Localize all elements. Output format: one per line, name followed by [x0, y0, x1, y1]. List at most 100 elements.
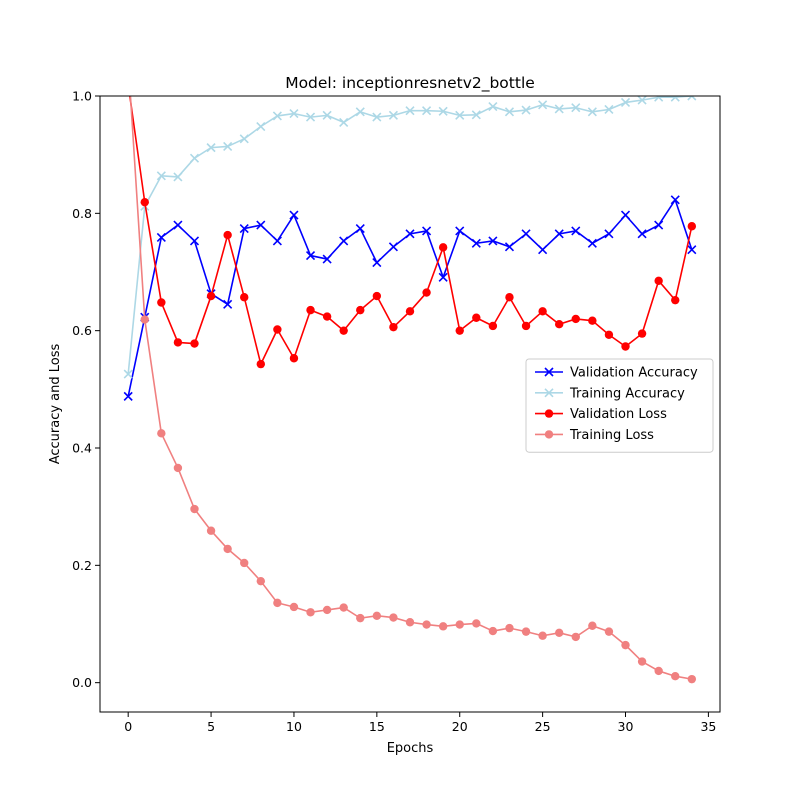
- validation-accuracy-point: [305, 251, 316, 261]
- training-accuracy-point: [355, 107, 365, 117]
- training-loss-point: [339, 603, 348, 612]
- legend-swatch-marker: [544, 430, 554, 439]
- training-accuracy-point: [388, 110, 398, 120]
- validation-loss-series: [129, 96, 697, 369]
- validation-accuracy-point: [223, 299, 233, 309]
- validation-loss-point: [339, 326, 348, 335]
- y-tick-label: 0.6: [72, 323, 92, 338]
- validation-loss-point: [173, 338, 183, 347]
- training-loss-point: [140, 315, 149, 324]
- validation-loss-point: [389, 322, 398, 332]
- training-accuracy-point: [571, 103, 581, 113]
- validation-loss-point: [256, 359, 266, 369]
- validation-accuracy-point: [571, 226, 581, 236]
- validation-accuracy-point: [554, 229, 564, 239]
- training-accuracy-point: [620, 97, 631, 108]
- validation-accuracy-point: [256, 220, 266, 230]
- training-accuracy-point: [554, 104, 564, 114]
- validation-accuracy-point: [471, 238, 481, 248]
- training-accuracy-point: [123, 369, 133, 379]
- training-accuracy-point: [305, 112, 316, 122]
- x-tick-label: 25: [535, 719, 551, 734]
- training-loss-point: [190, 504, 199, 514]
- training-accuracy-point: [339, 117, 349, 127]
- training-accuracy-point: [471, 110, 481, 120]
- ticks-layer: 0 5 10 15 20 25 30 35 0.0 0.2 0.4 0.6 0.8 1.0: [72, 89, 716, 735]
- x-tick-label: 15: [369, 719, 385, 734]
- validation-loss-point: [455, 326, 464, 335]
- training-loss-point: [621, 640, 630, 650]
- validation-accuracy-point: [504, 242, 515, 252]
- training-loss-point: [571, 632, 580, 642]
- validation-loss-point: [538, 307, 547, 316]
- validation-loss-point: [488, 321, 498, 331]
- training-loss-point: [289, 602, 299, 612]
- validation-loss-point: [356, 305, 365, 315]
- training-accuracy-point: [272, 111, 282, 121]
- training-accuracy-series: [123, 96, 697, 379]
- training-loss-point: [538, 631, 547, 640]
- validation-accuracy-point: [156, 232, 166, 242]
- validation-accuracy-point: [405, 229, 415, 239]
- training-accuracy-point: [239, 134, 249, 144]
- training-loss-point: [438, 622, 448, 631]
- training-accuracy-point: [405, 106, 415, 116]
- validation-loss-point: [206, 291, 216, 301]
- training-accuracy-point: [256, 121, 266, 132]
- training-loss-point: [273, 598, 282, 608]
- validation-accuracy-point: [189, 236, 200, 246]
- validation-loss-point: [438, 243, 448, 252]
- x-tick-label: 10: [286, 719, 302, 734]
- training-accuracy-point: [223, 141, 233, 152]
- validation-accuracy-point: [604, 229, 614, 239]
- validation-accuracy-point: [322, 254, 332, 264]
- training-loss-point: [455, 620, 464, 629]
- training-accuracy-point: [521, 105, 531, 115]
- legend-entry-validation-accuracy: Validation Accuracy: [535, 366, 698, 381]
- training-accuracy-point: [322, 110, 332, 120]
- legend-swatch-marker: [544, 388, 554, 398]
- x-tick-label: 30: [618, 719, 634, 734]
- training-loss-point: [472, 619, 481, 628]
- validation-accuracy-point: [438, 272, 448, 282]
- training-loss-point: [671, 672, 680, 681]
- validation-loss-point: [273, 325, 282, 334]
- validation-accuracy-series: [123, 195, 697, 401]
- validation-accuracy-point: [239, 224, 249, 234]
- validation-accuracy-point: [620, 210, 631, 220]
- x-tick-label: 35: [700, 719, 716, 734]
- validation-loss-point: [505, 293, 514, 302]
- validation-loss-point: [588, 316, 597, 325]
- y-axis-label: Accuracy and Loss: [48, 343, 63, 464]
- validation-accuracy-point: [372, 258, 382, 268]
- validation-loss-point: [521, 321, 531, 331]
- validation-loss-point: [289, 354, 299, 363]
- validation-accuracy-point: [272, 236, 282, 246]
- legend-label: Training Accuracy: [569, 386, 685, 401]
- training-accuracy-point: [422, 106, 432, 116]
- legend-entry-training-accuracy: Training Accuracy: [535, 386, 685, 401]
- validation-loss-point: [671, 295, 680, 305]
- y-tick-label: 1.0: [72, 89, 92, 104]
- y-tick-label: 0.2: [72, 558, 92, 573]
- training-loss-point: [256, 576, 266, 586]
- training-loss-point: [356, 613, 365, 623]
- validation-accuracy-point: [173, 220, 183, 230]
- training-loss-point: [405, 618, 415, 627]
- training-accuracy-point: [438, 106, 448, 116]
- validation-accuracy-point: [123, 391, 133, 401]
- training-accuracy-point: [173, 172, 183, 182]
- validation-accuracy-point: [670, 195, 680, 205]
- training-loss-point: [223, 544, 232, 554]
- validation-accuracy-point: [289, 210, 299, 220]
- training-accuracy-point: [670, 96, 680, 102]
- validation-accuracy-point: [654, 220, 664, 230]
- validation-loss-point: [190, 339, 199, 348]
- validation-loss-point: [621, 342, 630, 351]
- validation-accuracy-point: [388, 242, 398, 252]
- validation-loss-point: [372, 291, 382, 301]
- training-loss-point: [654, 666, 663, 676]
- training-accuracy-point: [654, 96, 664, 102]
- training-accuracy-point: [637, 96, 647, 105]
- validation-loss-point: [654, 276, 663, 285]
